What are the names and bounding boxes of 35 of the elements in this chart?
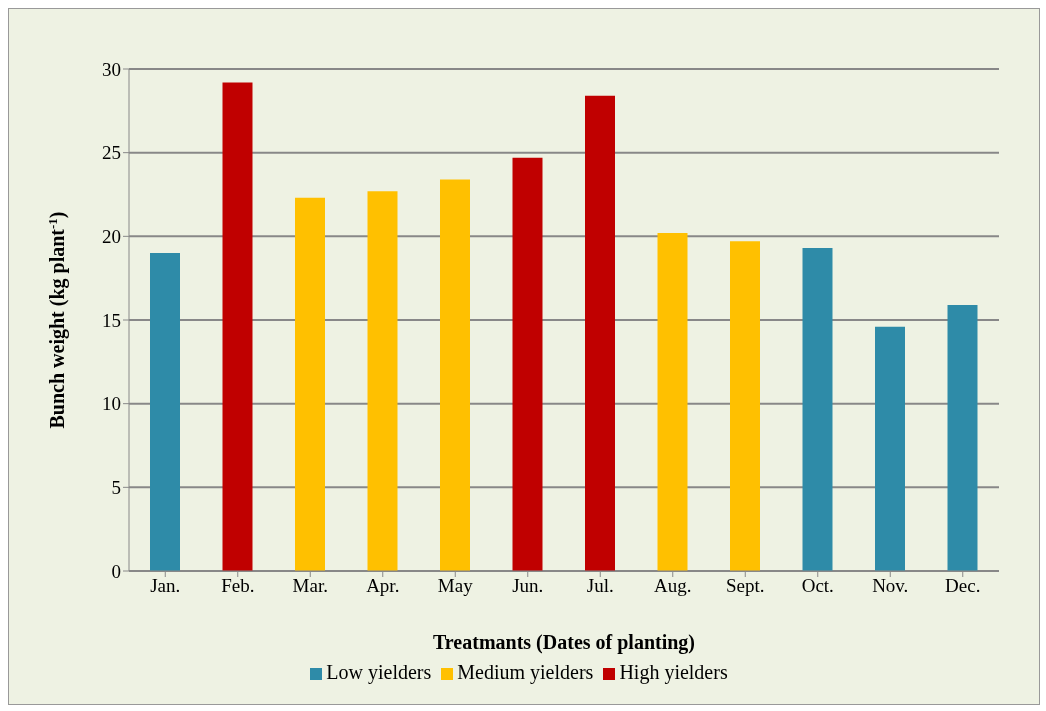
x-tick-label: May [437, 575, 474, 597]
y-tick-label: 10 [102, 393, 121, 415]
bar [947, 304, 978, 571]
legend-label: Low yielders [326, 661, 432, 683]
x-tick-label: Aug. [654, 575, 692, 597]
y-tick-label: 30 [102, 58, 121, 80]
x-tick-label: Oct. [801, 575, 834, 597]
y-tick-label: 25 [102, 142, 121, 164]
bar [295, 197, 325, 571]
x-tick-label: Feb. [221, 575, 255, 597]
bar [150, 253, 180, 571]
x-tick-label: Jul. [586, 575, 614, 597]
bar [875, 326, 905, 571]
bar [730, 241, 760, 571]
bar [585, 95, 615, 571]
bar [440, 179, 470, 571]
x-tick-label: Sept. [725, 575, 765, 597]
y-tick-label: 20 [102, 226, 121, 248]
x-tick-label: Dec. [945, 575, 981, 597]
legend-label: Medium yielders [457, 661, 594, 683]
x-tick-label: Jan. [150, 575, 181, 597]
bar [367, 191, 398, 571]
y-tick-label: 0 [111, 560, 121, 582]
bar [222, 82, 253, 571]
x-tick-label: Nov. [872, 575, 909, 597]
bar [512, 157, 543, 571]
x-axis-title: Treatmants (Dates of planting) [432, 631, 696, 654]
bar [802, 248, 833, 571]
legend-label: High yielders [619, 661, 728, 683]
y-tick-label: 5 [111, 477, 121, 499]
y-tick-label: 15 [102, 309, 121, 331]
x-tick-label: Apr. [366, 575, 400, 597]
x-tick-label: Jun. [512, 575, 544, 597]
bar [657, 232, 688, 571]
x-tick-label: Mar. [292, 575, 328, 597]
